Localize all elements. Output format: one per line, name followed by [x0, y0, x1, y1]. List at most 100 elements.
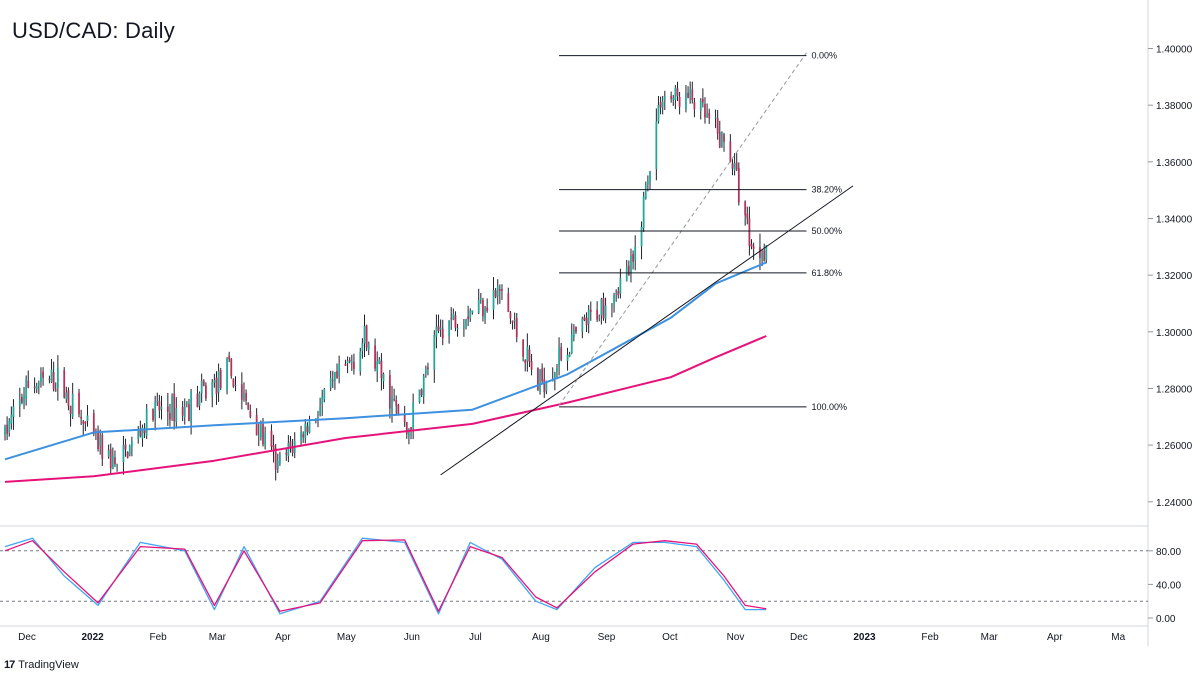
- time-tick-label: Dec: [18, 632, 36, 643]
- candle: [509, 310, 512, 324]
- candle: [183, 398, 186, 425]
- time-tick-label: Feb: [921, 632, 939, 643]
- candle-body: [558, 347, 560, 367]
- candle-body: [515, 317, 518, 338]
- candle-body: [226, 358, 228, 391]
- candle: [285, 448, 288, 461]
- candle: [714, 109, 717, 129]
- price-axis[interactable]: 1.24000 1.26000 1.28000 1.30000 1.32000 1.340…: [1148, 45, 1193, 509]
- candle: [587, 305, 590, 334]
- candle: [217, 363, 220, 403]
- candle: [367, 341, 370, 356]
- candle-body: [200, 380, 203, 393]
- candle-body: [437, 325, 440, 331]
- candle: [482, 297, 484, 322]
- candle-body: [420, 389, 423, 396]
- candle-body: [418, 389, 421, 403]
- candle-body: [323, 388, 326, 400]
- candle-body: [348, 359, 351, 361]
- candle: [336, 363, 338, 379]
- candle-body: [674, 87, 677, 101]
- candle: [240, 372, 243, 410]
- candle-body: [657, 104, 660, 122]
- candle-body: [169, 412, 171, 420]
- fib-level-label: 0.00%: [811, 51, 837, 61]
- candle: [746, 206, 749, 225]
- fibonacci-retracement[interactable]: 0.00% 38.20% 50.00% 61.80% 100.00%: [559, 51, 847, 412]
- candle-body: [308, 419, 311, 433]
- candle-body: [678, 96, 681, 107]
- time-tick-label: 2022: [81, 632, 104, 643]
- candle: [418, 389, 421, 404]
- candle: [613, 292, 615, 313]
- time-tick-label: Mar: [981, 632, 999, 643]
- candle: [685, 85, 687, 113]
- candle-body: [537, 367, 539, 391]
- candle-body: [524, 359, 527, 364]
- candle-body: [183, 406, 186, 418]
- candle-body: [359, 351, 362, 372]
- candle: [600, 297, 603, 325]
- candle-body: [285, 452, 288, 455]
- candle: [65, 386, 68, 403]
- candle-body: [367, 343, 370, 350]
- candle: [522, 339, 525, 362]
- candle-body: [107, 450, 110, 457]
- candle: [750, 239, 753, 250]
- candle: [596, 301, 599, 322]
- candle: [33, 377, 36, 394]
- candle-body: [143, 428, 146, 434]
- candle-body: [646, 180, 649, 185]
- candle-body: [202, 380, 205, 386]
- candle-body: [408, 429, 410, 436]
- price-tick-label: 1.28000: [1156, 384, 1193, 395]
- candle: [617, 287, 620, 299]
- candle: [374, 338, 376, 372]
- fib-diagonal-line: [558, 52, 807, 406]
- candle-body: [243, 393, 245, 400]
- candle-body: [699, 100, 702, 112]
- candle-body: [509, 312, 512, 319]
- candle: [691, 81, 694, 104]
- tradingview-logo[interactable]: 17 TradingView: [4, 659, 79, 671]
- candle: [122, 435, 125, 475]
- candle-body: [625, 267, 628, 281]
- candle: [439, 319, 442, 337]
- time-tick-label: May: [337, 632, 356, 643]
- candle-body: [336, 371, 338, 379]
- candle: [763, 243, 766, 262]
- candle: [361, 338, 364, 359]
- candle-body: [97, 430, 99, 449]
- candle-body: [617, 291, 620, 295]
- candle: [25, 375, 28, 406]
- candle: [124, 438, 127, 457]
- candle: [344, 359, 347, 367]
- stochastic-axis[interactable]: 0.00 40.00 80.00: [1148, 547, 1181, 625]
- candle-body: [513, 320, 516, 322]
- time-tick-label: Apr: [275, 632, 291, 643]
- candle-body: [450, 318, 453, 320]
- candle: [249, 404, 252, 419]
- candle: [245, 389, 247, 406]
- candle: [48, 375, 51, 384]
- candle: [403, 405, 406, 427]
- candle-body: [649, 171, 651, 182]
- candle-body: [486, 307, 489, 311]
- candle: [130, 436, 133, 457]
- candle-body: [321, 396, 324, 405]
- time-axis[interactable]: Dec 2022 Feb Mar Apr May Jun Jul Aug Sep Oct Nov Dec…: [18, 632, 1125, 643]
- candle: [175, 397, 178, 429]
- candle-body: [69, 405, 72, 415]
- candle: [323, 388, 326, 403]
- candle-body: [492, 290, 495, 310]
- candle-body: [378, 359, 381, 364]
- candle: [602, 292, 605, 321]
- candle: [467, 305, 470, 327]
- candle-body: [672, 97, 675, 100]
- stoch-d-line: [4, 539, 767, 612]
- candle: [329, 370, 332, 391]
- candle: [424, 365, 427, 378]
- candle-body: [346, 360, 349, 364]
- candle: [158, 394, 161, 419]
